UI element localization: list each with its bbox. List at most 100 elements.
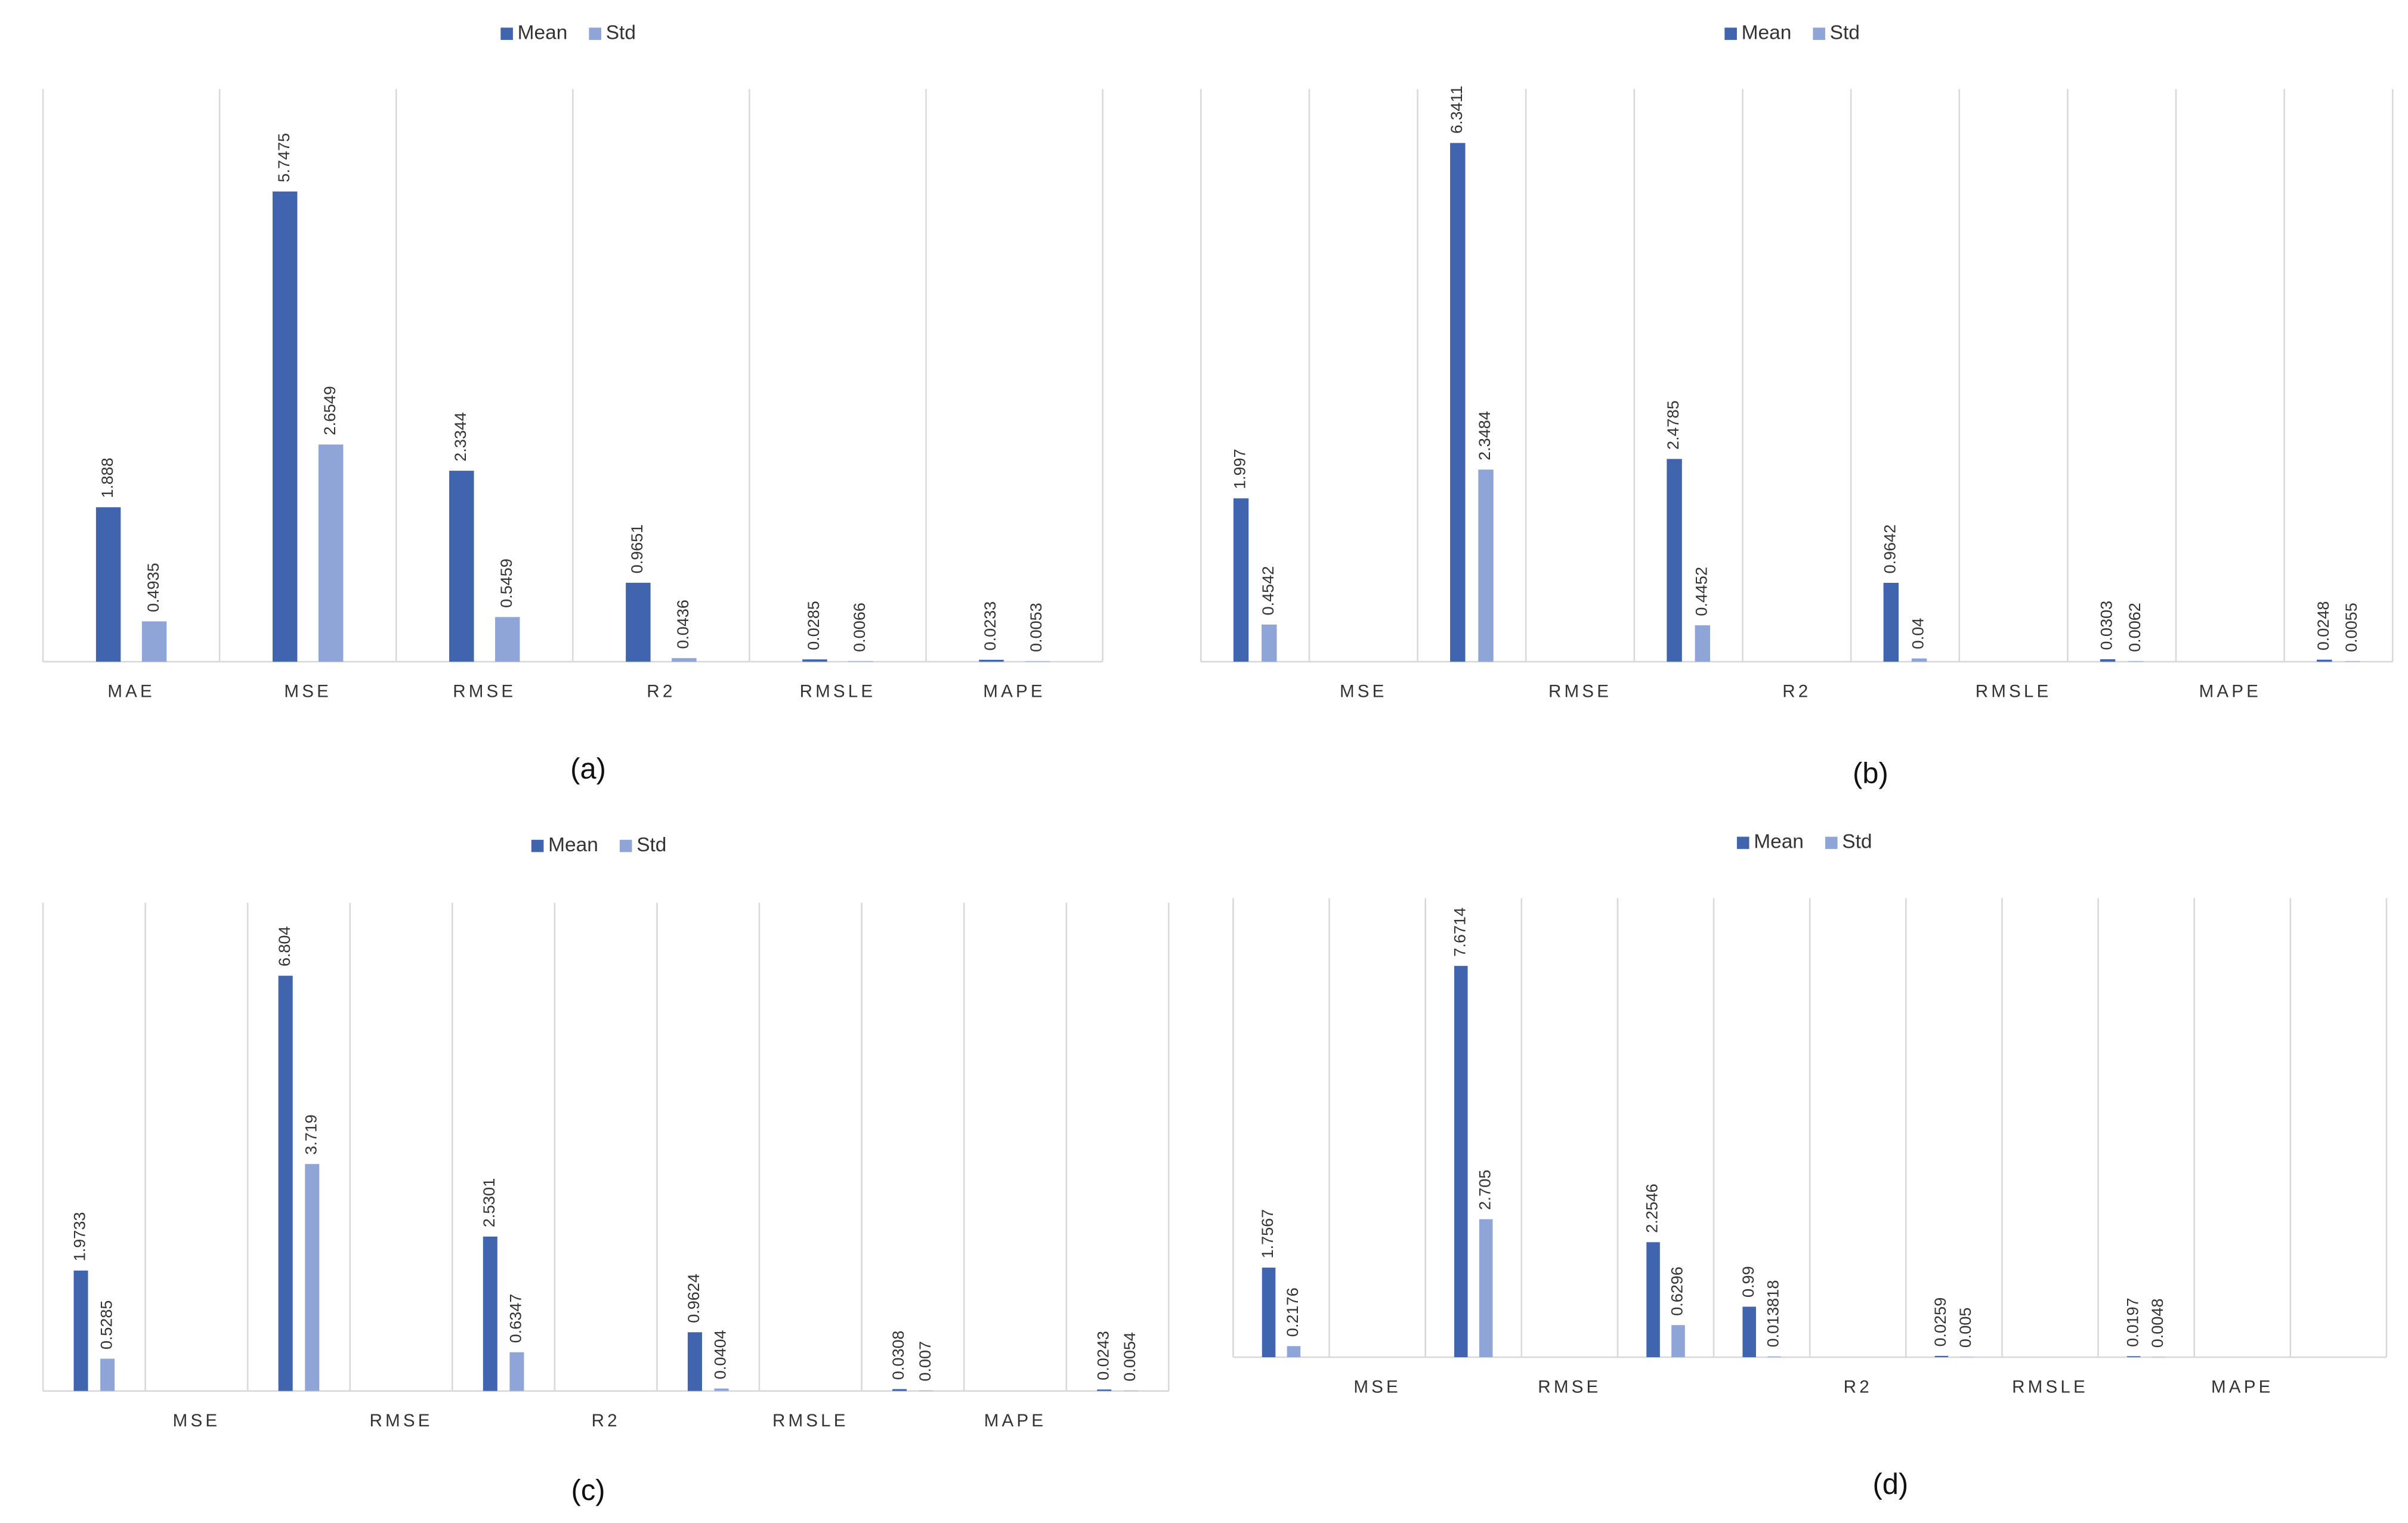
x-tick-label: MAPE — [983, 682, 1045, 702]
legend-swatch — [1724, 27, 1737, 40]
bar — [2345, 661, 2360, 662]
bar — [100, 1358, 115, 1391]
bar — [495, 617, 520, 662]
bar — [1742, 1306, 1756, 1358]
value-label: 0.5459 — [497, 558, 515, 608]
legend-label: Std — [636, 834, 666, 856]
value-label: 1.9733 — [71, 1212, 89, 1262]
value-label: 0.0243 — [1094, 1331, 1112, 1380]
x-tick-label: RMSE — [453, 682, 516, 702]
bar — [979, 660, 1004, 662]
caption: (b) — [1853, 758, 1888, 790]
bar — [1287, 1346, 1301, 1358]
bar — [1450, 143, 1466, 662]
value-label: 0.4542 — [1259, 566, 1277, 616]
x-tick-label: RMSE — [369, 1411, 432, 1431]
x-tick-label: RMSE — [1538, 1377, 1601, 1397]
bar — [1478, 469, 1494, 662]
value-label: 0.0436 — [674, 600, 692, 649]
bar — [73, 1270, 88, 1391]
value-label: 0.4935 — [144, 563, 162, 612]
value-label: 7.6714 — [1451, 907, 1469, 957]
bar — [318, 444, 344, 662]
bar — [1097, 1389, 1112, 1391]
value-label: 0.013818 — [1764, 1280, 1782, 1348]
legend-swatch — [619, 839, 632, 852]
x-tick-label: R2 — [1844, 1377, 1872, 1397]
legend-label: Std — [606, 21, 636, 44]
value-label: 0.0404 — [712, 1330, 729, 1379]
legend-swatch — [500, 27, 513, 40]
value-label: 1.888 — [98, 458, 116, 498]
x-tick-label: RMSLE — [1976, 682, 2052, 702]
value-label: 0.6296 — [1668, 1266, 1686, 1316]
value-label: 0.0259 — [1931, 1298, 1949, 1347]
bar — [449, 471, 474, 662]
legend-swatch — [1825, 836, 1838, 849]
x-tick-label: MSE — [1353, 1377, 1401, 1397]
x-tick-label: RMSLE — [800, 682, 876, 702]
bar — [2128, 661, 2144, 662]
value-label: 0.0233 — [981, 601, 999, 651]
bar — [1667, 459, 1682, 662]
caption: (a) — [570, 753, 606, 785]
value-label: 0.5285 — [97, 1300, 115, 1350]
value-label: 2.3484 — [1476, 411, 1494, 461]
value-label: 0.99 — [1739, 1266, 1757, 1298]
value-label: 0.0062 — [2126, 603, 2144, 652]
x-tick-label: MAPE — [984, 1411, 1046, 1431]
bar — [1262, 1267, 1276, 1358]
value-label: 6.804 — [276, 926, 293, 967]
value-label: 0.0048 — [2149, 1299, 2166, 1348]
x-tick-label: MAE — [107, 682, 155, 702]
bar — [1883, 582, 1899, 662]
bar — [1233, 498, 1249, 662]
bar — [672, 658, 697, 662]
value-label: 0.9651 — [628, 524, 646, 574]
bar — [272, 191, 298, 662]
x-tick-label: MAPE — [2211, 1377, 2273, 1397]
bar — [802, 659, 827, 662]
legend-label: Mean — [518, 21, 568, 44]
bar — [1025, 661, 1050, 662]
value-label: 2.4785 — [1664, 400, 1682, 450]
x-tick-label: RMSLE — [772, 1411, 849, 1431]
value-label: 0.9624 — [685, 1274, 703, 1323]
bar — [2317, 659, 2332, 662]
legend-label: Mean — [1754, 831, 1804, 853]
value-label: 0.0054 — [1121, 1332, 1139, 1382]
bar — [95, 507, 121, 662]
value-label: 0.0066 — [851, 603, 868, 652]
bar — [848, 661, 873, 662]
value-label: 0.0285 — [805, 601, 823, 650]
bar — [1479, 1219, 1493, 1358]
bar — [141, 621, 167, 662]
bar — [1671, 1325, 1685, 1358]
x-tick-label: R2 — [1782, 682, 1811, 702]
value-label: 0.0308 — [889, 1330, 907, 1380]
x-tick-label: MAPE — [2199, 682, 2261, 702]
value-label: 3.719 — [302, 1114, 320, 1155]
bar — [1934, 1355, 1949, 1358]
value-label: 5.7475 — [275, 133, 293, 183]
bar — [2100, 659, 2116, 662]
value-label: 2.3344 — [452, 412, 469, 462]
x-tick-label: RMSE — [1548, 682, 1612, 702]
value-label: 6.3411 — [1448, 86, 1466, 134]
legend-swatch — [1813, 27, 1825, 40]
value-label: 0.007 — [916, 1341, 934, 1382]
value-label: 1.7567 — [1259, 1209, 1276, 1259]
bar — [714, 1388, 729, 1391]
value-label: 0.0303 — [2098, 601, 2116, 650]
value-label: 0.6347 — [507, 1294, 525, 1343]
caption: (c) — [571, 1474, 605, 1506]
legend-label: Std — [1842, 831, 1872, 853]
bar — [509, 1352, 524, 1391]
value-label: 2.6549 — [321, 386, 339, 435]
value-label: 0.0248 — [2314, 601, 2332, 651]
value-label: 0.4452 — [1692, 567, 1710, 616]
value-label: 0.0197 — [2123, 1298, 2141, 1347]
bar — [1695, 625, 1711, 662]
value-label: 1.997 — [1231, 449, 1249, 489]
